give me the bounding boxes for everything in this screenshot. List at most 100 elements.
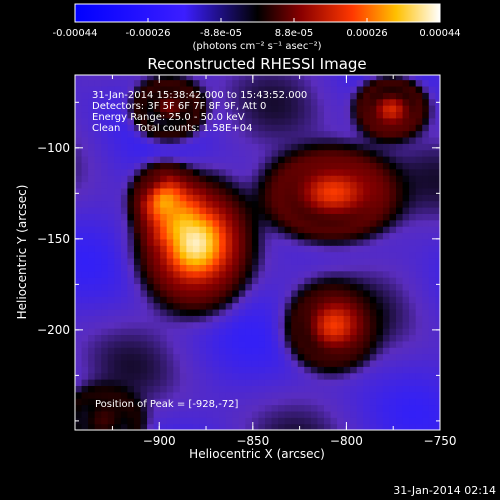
heatmap-cell bbox=[212, 366, 220, 374]
heatmap-cell bbox=[310, 232, 318, 240]
heatmap-cell bbox=[173, 353, 181, 361]
heatmap-cell bbox=[343, 328, 351, 336]
heatmap-cell bbox=[389, 175, 397, 183]
heatmap-cell bbox=[369, 366, 377, 374]
heatmap-cell bbox=[317, 111, 325, 119]
heatmap-cell bbox=[278, 98, 286, 106]
heatmap-cell bbox=[415, 136, 423, 144]
heatmap-cell bbox=[166, 194, 174, 202]
heatmap-cell bbox=[88, 219, 96, 227]
heatmap-cell bbox=[114, 162, 122, 170]
heatmap-cell bbox=[258, 315, 266, 323]
heatmap-cell bbox=[376, 136, 384, 144]
heatmap-cell bbox=[396, 321, 404, 329]
heatmap-cell bbox=[363, 175, 371, 183]
heatmap-cell bbox=[258, 379, 266, 386]
heatmap-cell bbox=[356, 334, 364, 342]
heatmap-cell bbox=[199, 410, 207, 418]
heatmap-cell bbox=[297, 206, 305, 214]
heatmap-cell bbox=[396, 372, 404, 380]
heatmap-cell bbox=[376, 124, 384, 132]
heatmap-cell bbox=[212, 379, 220, 386]
heatmap-cell bbox=[389, 206, 397, 214]
heatmap-cell bbox=[88, 75, 96, 81]
heatmap-cell bbox=[422, 130, 430, 138]
heatmap-cell bbox=[245, 423, 253, 430]
heatmap-cell bbox=[284, 213, 292, 221]
heatmap-cell bbox=[206, 79, 214, 87]
heatmap-cell bbox=[101, 423, 109, 430]
heatmap-cell bbox=[297, 175, 305, 183]
heatmap-cell bbox=[245, 75, 253, 81]
heatmap-cell bbox=[160, 181, 168, 189]
heatmap-cell bbox=[428, 334, 436, 342]
heatmap-cell bbox=[147, 289, 155, 297]
heatmap-cell bbox=[81, 111, 89, 119]
heatmap-cell bbox=[127, 251, 135, 259]
heatmap-cell bbox=[271, 219, 279, 227]
heatmap-cell bbox=[304, 423, 312, 430]
heatmap-cell bbox=[402, 334, 410, 342]
heatmap-cell bbox=[291, 105, 299, 113]
heatmap-cell bbox=[225, 200, 233, 208]
heatmap-cell bbox=[133, 187, 142, 195]
heatmap-cell bbox=[337, 270, 345, 278]
heatmap-cell bbox=[435, 283, 440, 291]
heatmap-cell bbox=[337, 175, 345, 183]
heatmap-cell bbox=[140, 277, 148, 285]
heatmap-cell bbox=[402, 85, 410, 93]
heatmap-cell bbox=[140, 156, 148, 163]
heatmap-cell bbox=[140, 219, 148, 227]
heatmap-cell bbox=[271, 162, 279, 170]
heatmap-cell bbox=[140, 372, 148, 380]
heatmap-cell bbox=[389, 124, 397, 132]
heatmap-cell bbox=[212, 417, 220, 425]
heatmap-cell bbox=[238, 398, 246, 406]
heatmap-cell bbox=[114, 391, 122, 399]
heatmap-cell bbox=[323, 379, 332, 386]
heatmap-cell bbox=[396, 347, 404, 355]
heatmap-cell bbox=[402, 162, 410, 170]
heatmap-cell bbox=[192, 130, 201, 138]
heatmap-cell bbox=[415, 359, 423, 367]
heatmap-cell bbox=[396, 213, 404, 221]
heatmap-cell bbox=[140, 124, 148, 132]
heatmap-cell bbox=[94, 398, 102, 406]
heatmap-cell bbox=[343, 143, 351, 151]
heatmap-cell bbox=[192, 206, 201, 214]
heatmap-cell bbox=[101, 75, 109, 81]
heatmap-cell bbox=[337, 302, 345, 310]
heatmap-cell bbox=[133, 232, 142, 240]
heatmap-cell bbox=[225, 385, 233, 393]
heatmap-cell bbox=[310, 111, 318, 119]
annotation-energy-range: Energy Range: 25.0 - 50.0 keV bbox=[92, 112, 245, 123]
heatmap-cell bbox=[297, 289, 305, 297]
heatmap-cell bbox=[173, 391, 181, 399]
heatmap-cell bbox=[225, 168, 233, 176]
heatmap-cell bbox=[75, 410, 83, 418]
heatmap-cell bbox=[435, 340, 440, 348]
heatmap-cell bbox=[186, 79, 194, 87]
heatmap-cell bbox=[107, 391, 115, 399]
heatmap-cell bbox=[153, 398, 161, 406]
heatmap-cell bbox=[107, 136, 115, 144]
heatmap-cell bbox=[206, 308, 214, 316]
heatmap-cell bbox=[323, 111, 332, 119]
heatmap-cell bbox=[107, 219, 115, 227]
heatmap-cell bbox=[212, 257, 220, 265]
heatmap-cell bbox=[94, 302, 102, 310]
heatmap-cell bbox=[435, 366, 440, 374]
heatmap-cell bbox=[114, 117, 122, 125]
heatmap-cell bbox=[94, 200, 102, 208]
heatmap-cell bbox=[186, 334, 194, 342]
heatmap-cell bbox=[225, 277, 233, 285]
heatmap-cell bbox=[356, 423, 364, 430]
heatmap-cell bbox=[278, 283, 286, 291]
heatmap-cell bbox=[75, 117, 83, 125]
heatmap-cell bbox=[369, 302, 377, 310]
heatmap-cell bbox=[81, 283, 89, 291]
heatmap-cell bbox=[278, 232, 286, 240]
heatmap-cell bbox=[199, 156, 207, 163]
heatmap-cell bbox=[422, 308, 430, 316]
heatmap-cell bbox=[356, 117, 364, 125]
